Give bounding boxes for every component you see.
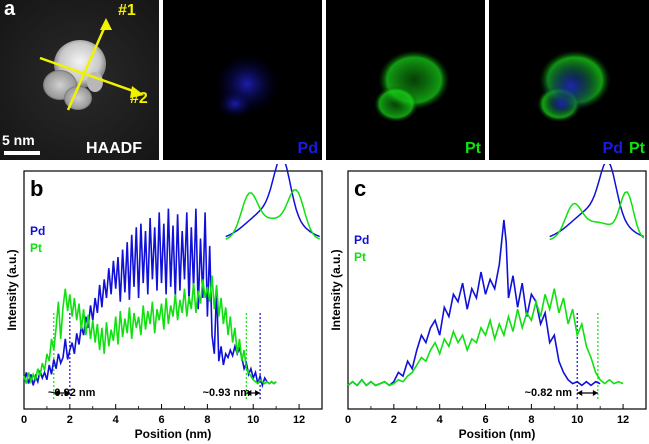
plot-frame: [347, 170, 647, 410]
x-tick-label: 0: [21, 414, 27, 426]
annotation-label: ~0.92 nm: [48, 387, 96, 399]
pt-map-panel: Pt: [326, 0, 485, 160]
x-tick-label: 4: [437, 414, 444, 426]
inset-pd-curve: [549, 164, 644, 238]
haadf-label: HAADF: [86, 140, 142, 157]
legend-pd: Pd: [354, 233, 369, 247]
x-tick-label: 2: [391, 414, 397, 426]
line-profile-chart-c: 0 2 4 6 8 10 12 Position (nm) Intensity (a.u.) c P…: [329, 164, 647, 441]
arrow-1-label: #1: [118, 2, 136, 19]
overlay-map-image: [537, 50, 611, 122]
series-pt: [347, 288, 624, 387]
overlay-pt-label: Pt: [629, 140, 645, 157]
annotation-label: ~0.82 nm: [525, 387, 573, 399]
arrow-2-label: #2: [130, 90, 148, 107]
haadf-image-panel: a #1 #2 5 nm HAADF: [0, 0, 159, 160]
x-tick-label: 10: [247, 414, 259, 426]
annotation-arrowhead: [577, 390, 583, 396]
legend-pd: Pd: [30, 224, 45, 238]
series-pd: [23, 208, 277, 389]
series-pt: [23, 275, 277, 385]
x-tick-label: 6: [158, 414, 164, 426]
y-axis-label: Intensity (a.u.): [329, 249, 343, 330]
x-tick-label: 4: [113, 414, 120, 426]
x-tick-label: 12: [617, 414, 629, 426]
inset-pt-curve: [549, 191, 645, 241]
annotation-arrowhead: [53, 390, 59, 396]
plot-frame: [23, 170, 323, 410]
x-axis-label: Position (nm): [135, 427, 212, 441]
pd-map-image: [215, 54, 279, 118]
annotation-arrowhead: [592, 390, 598, 396]
scale-bar: [4, 151, 40, 155]
arrow-2-head: [130, 86, 144, 98]
panel-label-a: a: [4, 0, 16, 20]
scale-bar-label: 5 nm: [2, 132, 35, 148]
x-axis-label: Position (nm): [459, 427, 536, 441]
panel-label: b: [30, 176, 43, 201]
haadf-image: [0, 0, 159, 160]
x-tick-label: 2: [67, 414, 73, 426]
x-tick-label: 0: [345, 414, 351, 426]
inset-pd-curve: [225, 164, 320, 238]
pd-map-label: Pd: [297, 140, 318, 157]
x-tick-label: 10: [571, 414, 583, 426]
x-tick-label: 8: [528, 414, 534, 426]
pt-map-label: Pt: [465, 140, 481, 157]
profile-arrow-2: [39, 56, 137, 94]
annotation-label: ~0.93 nm: [203, 387, 251, 399]
inset-pt-curve: [225, 189, 321, 240]
arrow-1-head: [100, 18, 112, 30]
panel-label: c: [354, 176, 366, 201]
annotation-arrowhead: [255, 390, 261, 396]
y-axis-label: Intensity (a.u.): [5, 249, 19, 330]
annotation-arrowhead: [246, 390, 252, 396]
annotation-arrowhead: [64, 390, 70, 396]
pt-map-image: [374, 50, 450, 122]
x-tick-label: 12: [293, 414, 305, 426]
overlay-map-panel: Pd Pt: [489, 0, 649, 160]
profile-arrow-1: [66, 23, 108, 111]
line-profile-chart-b: 0 2 4 6 8 10 12 Position (nm) Intensity (a.u.) b P…: [5, 164, 323, 441]
x-tick-label: 8: [204, 414, 210, 426]
pd-map-panel: Pd: [163, 0, 322, 160]
legend-pt: Pt: [354, 250, 366, 264]
overlay-pd-label: Pd: [602, 140, 623, 157]
x-tick-label: 6: [482, 414, 488, 426]
legend-pt: Pt: [30, 241, 42, 255]
